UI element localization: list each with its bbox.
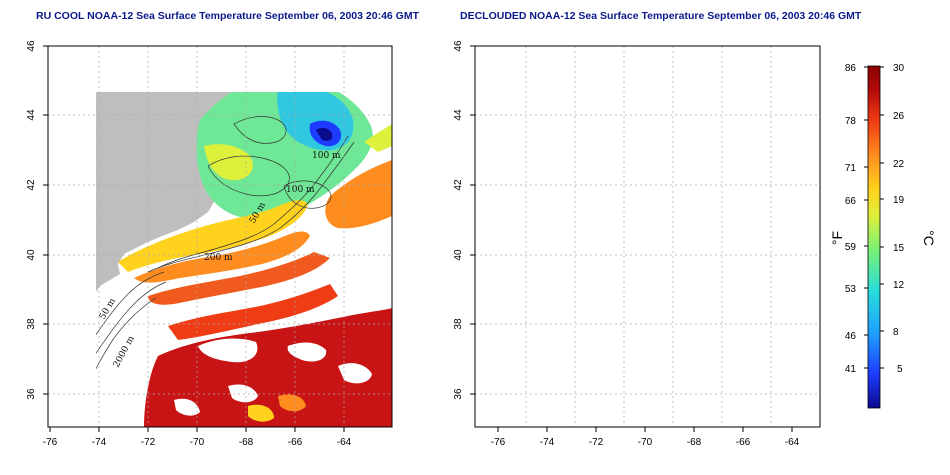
y-tick-label: 40 xyxy=(453,249,464,261)
left-map-content: 100 m 100 m 50 m 200 m 50 m 2000 m xyxy=(96,92,392,427)
left-map-grid xyxy=(48,46,392,427)
y-tick-label: 36 xyxy=(26,388,37,400)
fahrenheit-ticks: 86 78 71 66 59 53 46 41 xyxy=(845,63,857,375)
x-tick-label: -76 xyxy=(491,437,506,448)
contour-label: 100 m xyxy=(312,151,341,161)
celsius-ticks: 30 26 22 19 15 12 8 5 xyxy=(893,63,905,375)
left-y-axis: 36 38 40 42 44 46 xyxy=(26,40,37,400)
c-tick-label: 5 xyxy=(897,364,903,375)
y-tick-label: 42 xyxy=(26,179,37,191)
colorbar-gradient xyxy=(867,65,881,409)
f-tick-label: 41 xyxy=(845,364,857,375)
x-tick-label: -74 xyxy=(92,437,107,448)
x-tick-label: -76 xyxy=(43,437,58,448)
contour-label: 100 m xyxy=(286,185,315,195)
y-tick-label: 42 xyxy=(453,179,464,191)
contour-label: 2000 m xyxy=(539,334,564,369)
c-tick-label: 30 xyxy=(893,63,905,74)
c-tick-label: 26 xyxy=(893,111,905,122)
f-tick-label: 66 xyxy=(845,196,857,207)
contour-label: 200 m xyxy=(204,253,233,263)
right-map-content: 100 m 100 m 50 m 200 m 50 m 2000 m xyxy=(475,46,820,427)
contour-label: 50 m xyxy=(675,200,695,225)
x-tick-label: -66 xyxy=(736,437,751,448)
y-tick-label: 44 xyxy=(26,109,37,121)
x-tick-label: -72 xyxy=(589,437,604,448)
right-map-frame xyxy=(474,45,821,428)
c-tick-label: 8 xyxy=(893,327,899,338)
f-tick-label: 86 xyxy=(845,63,857,74)
left-map-title: RU COOL NOAA-12 Sea Surface Temperature … xyxy=(36,10,420,22)
y-tick-label: 40 xyxy=(26,249,37,261)
y-tick-label: 38 xyxy=(26,318,37,330)
left-x-axis: -76 -74 -72 -70 -68 -66 -64 xyxy=(43,437,352,448)
right-x-axis: -76 -74 -72 -70 -68 -66 -64 xyxy=(491,437,800,448)
x-tick-label: -66 xyxy=(288,437,303,448)
x-tick-label: -70 xyxy=(190,437,205,448)
contour-label: 100 m xyxy=(713,185,742,195)
right-map-panel: 100 m 100 m 50 m 200 m 50 m 2000 m xyxy=(453,40,821,448)
y-tick-label: 38 xyxy=(453,318,464,330)
celsius-unit-label: °C xyxy=(921,230,937,246)
c-tick-label: 22 xyxy=(893,159,905,170)
x-tick-label: -70 xyxy=(638,437,653,448)
temperature-colorbar: 86 78 71 66 59 53 46 41 30 26 22 19 15 1… xyxy=(829,63,937,409)
f-tick-label: 59 xyxy=(845,242,857,253)
x-tick-label: -74 xyxy=(540,437,555,448)
c-tick-label: 19 xyxy=(893,195,905,206)
left-map-frame xyxy=(47,45,393,428)
contour-label: 50 m xyxy=(525,296,545,321)
right-map-title: DECLOUDED NOAA-12 Sea Surface Temperatur… xyxy=(460,10,862,22)
x-tick-label: -68 xyxy=(687,437,702,448)
right-y-axis: 36 38 40 42 44 46 xyxy=(453,40,464,400)
f-tick-label: 71 xyxy=(845,163,857,174)
c-tick-label: 15 xyxy=(893,243,905,254)
y-tick-label: 36 xyxy=(453,388,464,400)
x-tick-label: -68 xyxy=(239,437,254,448)
y-tick-label: 46 xyxy=(26,40,37,52)
fahrenheit-unit-label: °F xyxy=(829,231,845,245)
y-tick-label: 46 xyxy=(453,40,464,52)
left-map-panel: 100 m 100 m 50 m 200 m 50 m 2000 m xyxy=(26,40,393,448)
f-tick-label: 53 xyxy=(845,284,857,295)
x-tick-label: -64 xyxy=(785,437,800,448)
x-tick-label: -72 xyxy=(141,437,156,448)
right-map-grid xyxy=(475,46,820,427)
contour-label: 200 m xyxy=(631,253,660,263)
f-tick-label: 46 xyxy=(845,331,857,342)
f-tick-label: 78 xyxy=(845,116,857,127)
y-tick-label: 44 xyxy=(453,109,464,121)
x-tick-label: -64 xyxy=(337,437,352,448)
c-tick-label: 12 xyxy=(893,280,905,291)
contour-label: 100 m xyxy=(739,151,768,161)
